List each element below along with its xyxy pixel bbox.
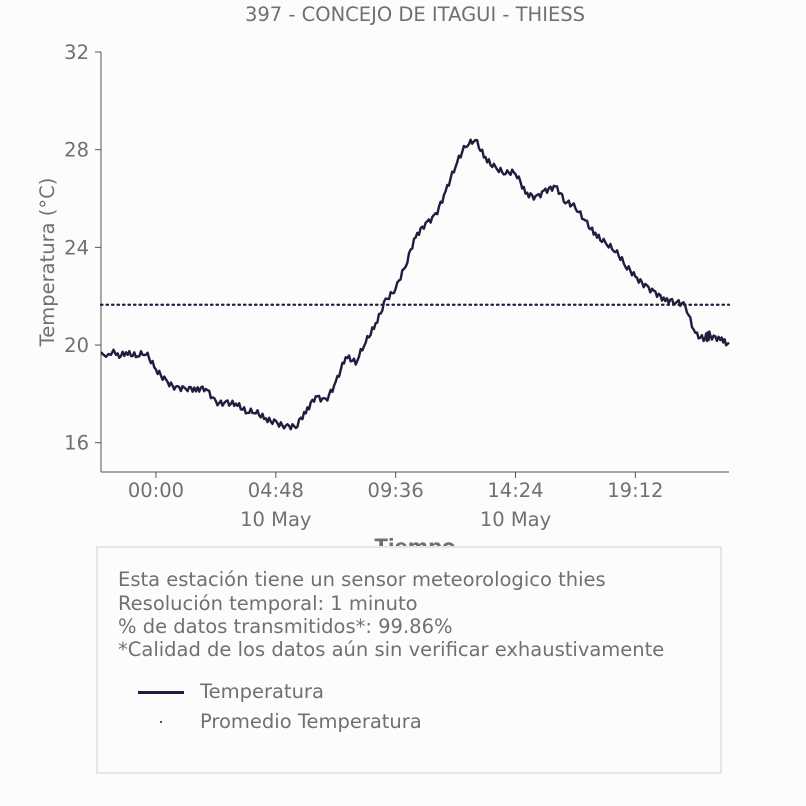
- y-axis-label: Temperatura (°C): [36, 178, 59, 348]
- legend-dot-swatch: [160, 721, 162, 723]
- x-tick-label: 09:36: [368, 479, 424, 502]
- legend-label: Promedio Temperatura: [200, 710, 422, 733]
- legend-item-temperatura: Temperatura: [138, 680, 538, 704]
- info-quality-note: *Calidad de los datos aún sin verificar …: [118, 638, 665, 661]
- legend-item-promedio: Promedio Temperatura: [138, 710, 538, 734]
- x-tick-date-label: 10 May: [480, 508, 551, 531]
- x-tick-label: 19:12: [607, 479, 663, 502]
- y-ticks: 16 20 24 28 32: [64, 41, 101, 455]
- x-ticks: 00:00 04:48 10 May 09:36 14:24 10 May 19:12: [128, 472, 663, 531]
- temperature-chart: 397 - CONCEJO DE ITAGUI - THIESS Tempera…: [36, 3, 731, 558]
- info-box: Esta estación tiene un sensor meteorolog…: [96, 546, 722, 774]
- info-transmitted-text: % de datos transmitidos*: 99.86%: [118, 615, 453, 638]
- y-tick-label: 24: [64, 236, 89, 259]
- y-tick-label: 28: [64, 139, 89, 162]
- y-tick-label: 16: [64, 432, 89, 455]
- chart-title: 397 - CONCEJO DE ITAGUI - THIESS: [245, 3, 585, 26]
- y-tick-label: 32: [64, 41, 89, 64]
- legend-line-swatch: [138, 691, 184, 694]
- x-tick-label: 04:48: [248, 479, 304, 502]
- info-resolution-text: Resolución temporal: 1 minuto: [118, 592, 418, 615]
- info-sensor-text: Esta estación tiene un sensor meteorolog…: [118, 568, 606, 591]
- y-tick-label: 20: [64, 334, 89, 357]
- x-tick-date-label: 10 May: [240, 508, 311, 531]
- legend-label: Temperatura: [200, 680, 324, 703]
- x-tick-label: 14:24: [487, 479, 543, 502]
- axes: [100, 52, 729, 473]
- series-line-temperatura: [100, 138, 730, 431]
- x-tick-label: 00:00: [128, 479, 184, 502]
- plot-area: [99, 138, 731, 431]
